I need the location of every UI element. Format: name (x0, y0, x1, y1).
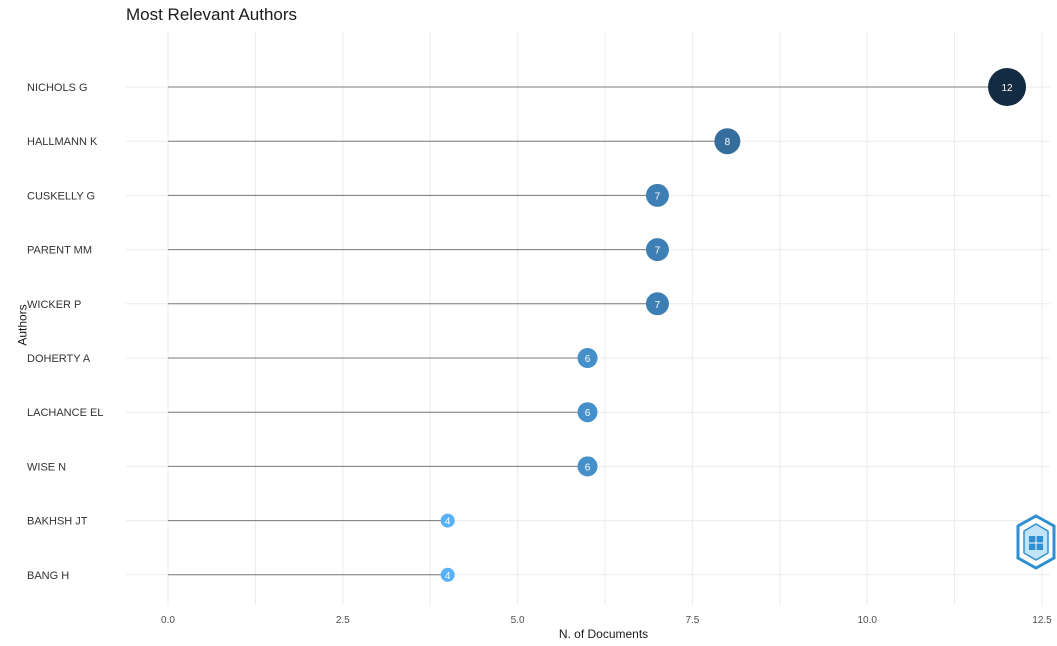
point-value-label: 7 (655, 191, 661, 202)
point-value-label: 12 (1001, 83, 1013, 94)
lollipop-stems (168, 86, 1008, 576)
point-value-label: 8 (725, 137, 731, 148)
y-tick-label: WICKER P (27, 299, 81, 311)
lollipop-point (577, 402, 598, 423)
y-tick-label: BANG H (27, 570, 69, 582)
y-tick-label: CUSKELLY G (27, 190, 95, 202)
lollipop-point (440, 513, 455, 528)
point-value-label: 6 (585, 354, 591, 365)
x-tick-label: 2.5 (336, 615, 350, 626)
lollipop-points: 12 8 7 7 7 6 6 6 4 4 (440, 68, 1027, 582)
chart-title: Most Relevant Authors (126, 5, 298, 24)
y-tick-labels: NICHOLS G HALLMANN K CUSKELLY G PARENT MM WI… (27, 82, 103, 582)
point-value-label: 4 (445, 517, 451, 528)
y-tick-label: HALLMANN K (27, 136, 98, 148)
y-tick-label: LACHANCE EL (27, 407, 103, 419)
y-tick-label: WISE N (27, 461, 66, 473)
lollipop-point (988, 68, 1027, 106)
point-value-label: 7 (655, 246, 661, 257)
lollipop-point (577, 348, 598, 368)
x-tick-label: 7.5 (685, 615, 699, 626)
point-value-label: 6 (585, 408, 591, 419)
x-tick-label: 12.5 (1032, 615, 1052, 626)
x-tick-label: 5.0 (511, 615, 525, 626)
y-tick-label: BAKHSH JT (27, 516, 88, 528)
lollipop-point (645, 183, 669, 207)
lollipop-point (440, 567, 455, 582)
lollipop-point (645, 292, 669, 316)
grid (126, 32, 1050, 605)
x-tick-label: 0.0 (161, 615, 175, 626)
point-value-label: 6 (585, 462, 591, 473)
x-tick-labels: 0.0 2.5 5.0 7.5 10.0 12.5 (161, 615, 1052, 626)
bibliometrix-logo-icon (1016, 514, 1056, 570)
x-tick-label: 10.0 (857, 615, 877, 626)
x-axis-label: N. of Documents (558, 627, 649, 641)
y-tick-label: NICHOLS G (27, 82, 88, 94)
point-value-label: 4 (445, 571, 451, 582)
y-tick-label: DOHERTY A (27, 353, 91, 365)
lollipop-point (714, 128, 741, 155)
lollipop-point (645, 238, 669, 262)
point-value-label: 7 (655, 300, 661, 311)
lollipop-point (577, 456, 598, 477)
y-tick-label: PARENT MM (27, 245, 92, 257)
